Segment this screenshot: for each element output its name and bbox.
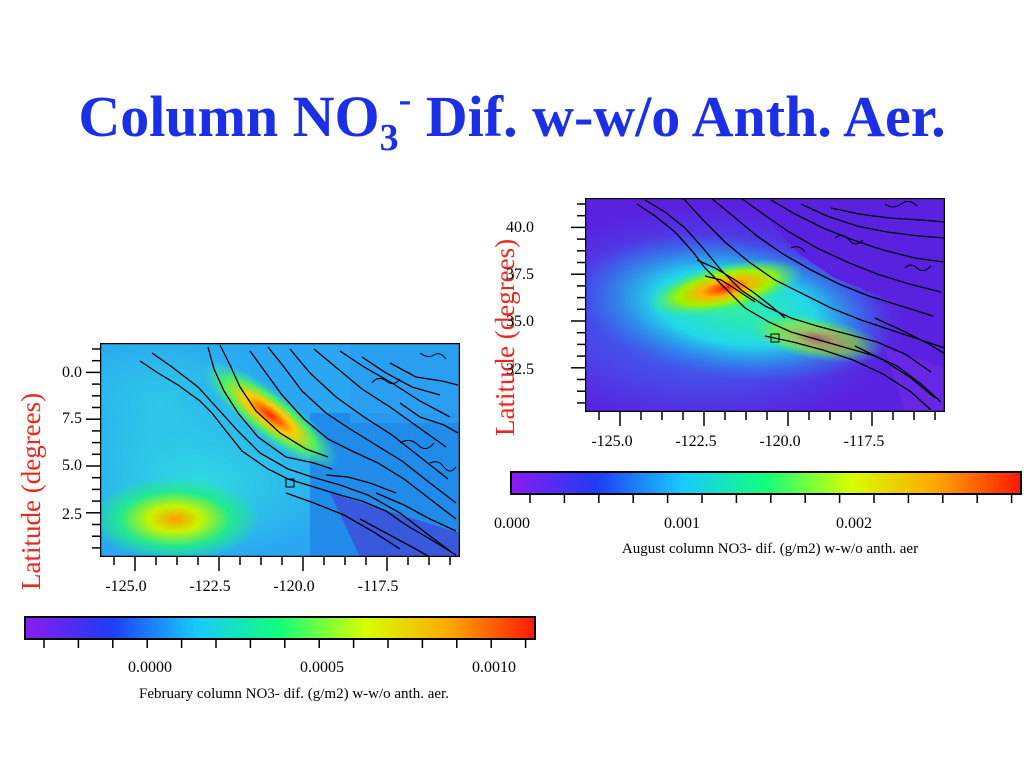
aug-ytick-label: 35.0	[506, 313, 534, 330]
feb-ytick-label: 0.0	[62, 364, 82, 381]
feb-ytick-label: 5.0	[62, 457, 82, 474]
feb-xtick-label: -125.0	[105, 578, 147, 595]
aug-xtick-label: -122.5	[675, 433, 717, 450]
aug-xtick-label: -117.5	[843, 433, 885, 450]
feb-xtick-label: -120.0	[273, 578, 315, 595]
aug-xtick-label: -125.0	[591, 433, 633, 450]
aug-cbar-tick-label: 0.000	[494, 515, 530, 532]
aug-cbar-tick-label: 0.002	[836, 515, 872, 532]
feb-cbar-tick-label: 0.0000	[128, 659, 172, 676]
feb-cbar-tick-label: 0.0010	[472, 659, 516, 676]
feb-colorbar	[24, 616, 536, 640]
aug-colorbar-ticks	[529, 495, 1013, 503]
aug-ytick-label: 40.0	[506, 219, 534, 236]
feb-colorbar-ticks	[43, 640, 527, 648]
feb-offshore-plume	[100, 477, 260, 557]
slide-title: Column NO3- Dif. w-w/o Anth. Aer.	[0, 78, 1024, 160]
title-text-rest: Dif. w-w/o Anth. Aer.	[411, 84, 946, 149]
aug-ytick-label: 37.5	[506, 266, 534, 283]
feb-ytick-label: 2.5	[62, 506, 82, 523]
title-subscript: 3	[379, 117, 399, 159]
feb-heatmap	[86, 343, 460, 571]
feb-cbar-tick-label: 0.0005	[300, 659, 344, 676]
feb-ytick-label: 7.5	[62, 410, 82, 427]
feb-xtick-label: -117.5	[357, 578, 399, 595]
title-text: Column NO	[78, 84, 380, 149]
aug-colorbar	[510, 471, 1022, 495]
aug-heatmap	[571, 198, 945, 426]
aug-xtick-label: -120.0	[759, 433, 801, 450]
aug-cbar-tick-label: 0.001	[664, 515, 700, 532]
aug-ytick-label: 32.5	[506, 361, 534, 378]
title-superscript: -	[398, 79, 412, 121]
feb-central-valley-band	[200, 360, 340, 470]
feb-xtick-label: -122.5	[189, 578, 231, 595]
feb-colorbar-title: February column NO3- dif. (g/m2) w-w/o a…	[139, 686, 449, 702]
aug-colorbar-title: August column NO3- dif. (g/m2) w-w/o ant…	[621, 541, 919, 557]
